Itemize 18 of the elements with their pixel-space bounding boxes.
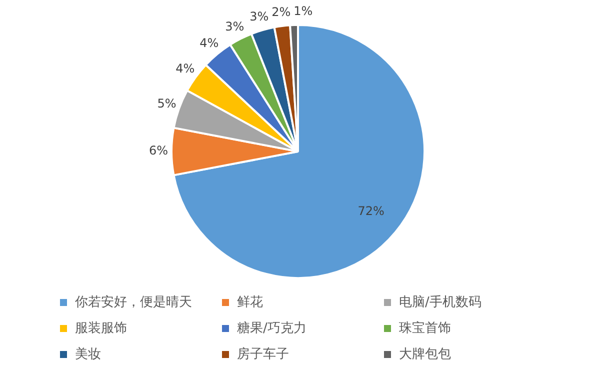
- data-label: 5%: [157, 96, 176, 110]
- data-label: 6%: [148, 144, 168, 158]
- legend-label: 美妆: [75, 346, 101, 363]
- legend-label: 大牌包包: [399, 346, 451, 363]
- legend-label: 电脑/手机数码: [399, 294, 482, 311]
- legend-label: 珠宝首饰: [399, 320, 451, 337]
- data-label: 3%: [250, 10, 269, 24]
- data-label: 4%: [200, 36, 219, 50]
- data-label: 2%: [272, 5, 291, 20]
- legend-label: 你若安好，便是晴天: [75, 294, 192, 311]
- legend-label: 服装服饰: [75, 320, 127, 337]
- data-label: 3%: [225, 19, 244, 34]
- data-label: 4%: [176, 62, 195, 76]
- legend-label: 房子车子: [237, 346, 289, 363]
- legend-label: 鲜花: [237, 294, 263, 311]
- data-label: 72%: [358, 204, 384, 218]
- legend-label: 糖果/巧克力: [237, 320, 306, 337]
- data-label: 1%: [294, 4, 313, 18]
